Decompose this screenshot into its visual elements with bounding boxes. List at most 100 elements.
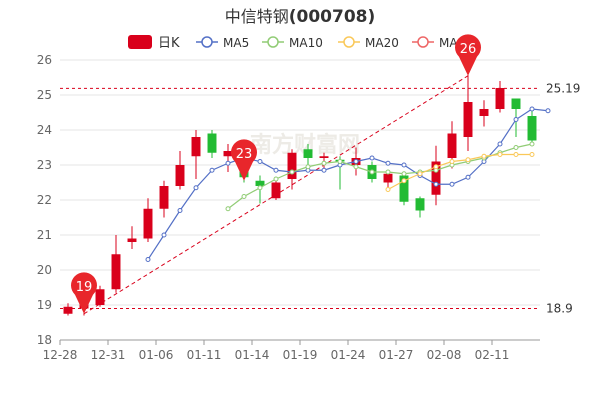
series-line — [147, 108, 549, 260]
stock-name: 中信特钢 — [224, 7, 289, 26]
candle-body — [143, 208, 153, 239]
series-point — [273, 167, 279, 173]
candle — [271, 179, 281, 200]
candle-body — [431, 161, 441, 195]
x-tick-label: 01-19 — [283, 348, 318, 362]
marker-shape — [230, 139, 257, 181]
x-tick-label: 01-11 — [187, 348, 222, 362]
marker-pin: 26 — [454, 34, 481, 76]
series-point — [529, 141, 535, 147]
legend: 日KMA5MA10MA20MA30 — [128, 35, 473, 51]
candle-body — [495, 88, 505, 109]
legend-label: MA5 — [223, 36, 249, 50]
reference-label: 18.9 — [546, 302, 573, 316]
candle-body — [479, 109, 489, 116]
y-tick-label: 22 — [37, 193, 52, 207]
series-point — [481, 153, 487, 159]
x-axis: 12-28 12-31 01-06 01-11 01-14 01-19 01-24 01-27… — [43, 340, 510, 362]
candle-body — [447, 133, 457, 158]
candle — [479, 100, 489, 127]
candle — [175, 151, 185, 190]
series-point — [513, 117, 519, 122]
marker-label: 23 — [236, 147, 253, 162]
x-tick-label: 12-31 — [91, 348, 126, 362]
candle-body — [223, 151, 233, 157]
candle-body — [287, 152, 297, 179]
candle — [95, 285, 105, 307]
candle — [287, 149, 297, 190]
marker-shape — [71, 272, 97, 314]
candle — [207, 130, 217, 158]
series-point — [193, 185, 199, 191]
series-point — [449, 159, 455, 164]
candle — [143, 198, 153, 242]
series-point — [513, 145, 519, 150]
legend-circle-icon — [343, 36, 355, 48]
candle-body — [95, 289, 105, 305]
series-point — [369, 155, 375, 161]
candle-body — [207, 133, 217, 153]
series-point — [369, 169, 375, 175]
candle-body — [399, 175, 409, 202]
candle-body — [527, 116, 537, 141]
series-point — [225, 206, 231, 212]
candle — [223, 144, 233, 172]
series-point — [305, 164, 311, 170]
y-tick-label: 24 — [37, 123, 52, 137]
series-ma5 — [145, 106, 551, 262]
series-point — [385, 187, 391, 192]
x-tick-label: 01-14 — [235, 348, 270, 362]
series-point — [145, 257, 151, 262]
series-point — [353, 159, 359, 164]
legend-circle-icon — [417, 36, 429, 48]
series-point — [465, 157, 471, 163]
series-point — [289, 169, 295, 175]
candle-body — [383, 173, 393, 183]
candle — [527, 110, 537, 144]
candle — [415, 196, 425, 218]
series-point — [321, 167, 327, 173]
legend-label: 日K — [158, 36, 180, 51]
series-point — [529, 152, 535, 157]
candle — [431, 145, 441, 206]
series-point — [401, 178, 407, 184]
series-point — [401, 171, 407, 177]
candle — [191, 130, 201, 179]
series-point — [513, 152, 519, 157]
legend-item-ma5: MA5 — [196, 36, 249, 50]
candle-body — [191, 137, 201, 157]
series-point — [257, 159, 263, 164]
series-point — [465, 174, 471, 180]
candle-body — [271, 182, 281, 199]
series-point — [353, 164, 359, 170]
series-point — [545, 108, 551, 114]
legend-label: MA20 — [365, 36, 399, 50]
candle — [111, 235, 121, 293]
series-line — [227, 143, 533, 210]
series-point — [385, 169, 391, 175]
x-tick-label: 02-11 — [475, 348, 510, 362]
candle-body — [111, 254, 121, 290]
series-point — [209, 167, 215, 173]
y-tick-label: 26 — [37, 53, 52, 67]
y-tick-label: 19 — [37, 298, 52, 312]
reference-label: 25.19 — [546, 81, 580, 95]
legend-kline-icon — [128, 35, 152, 49]
marker-label: 19 — [76, 280, 93, 295]
series-point — [337, 159, 343, 164]
x-tick-label: 01-27 — [379, 348, 414, 362]
stock-code: (000708) — [288, 7, 376, 27]
x-tick-label: 02-08 — [427, 348, 462, 362]
candle-body — [159, 186, 169, 209]
marker-pin: 19 — [71, 272, 97, 314]
candle — [159, 180, 169, 218]
marker-pin: 23 — [230, 139, 257, 181]
reference-lines: 25.19 18.9 — [60, 81, 580, 316]
candle-body — [303, 149, 313, 158]
marker-label: 26 — [460, 42, 477, 57]
legend-label: MA10 — [289, 36, 323, 50]
candle-body — [463, 102, 473, 137]
candle-body — [255, 180, 265, 186]
x-tick-label: 01-24 — [331, 348, 366, 362]
